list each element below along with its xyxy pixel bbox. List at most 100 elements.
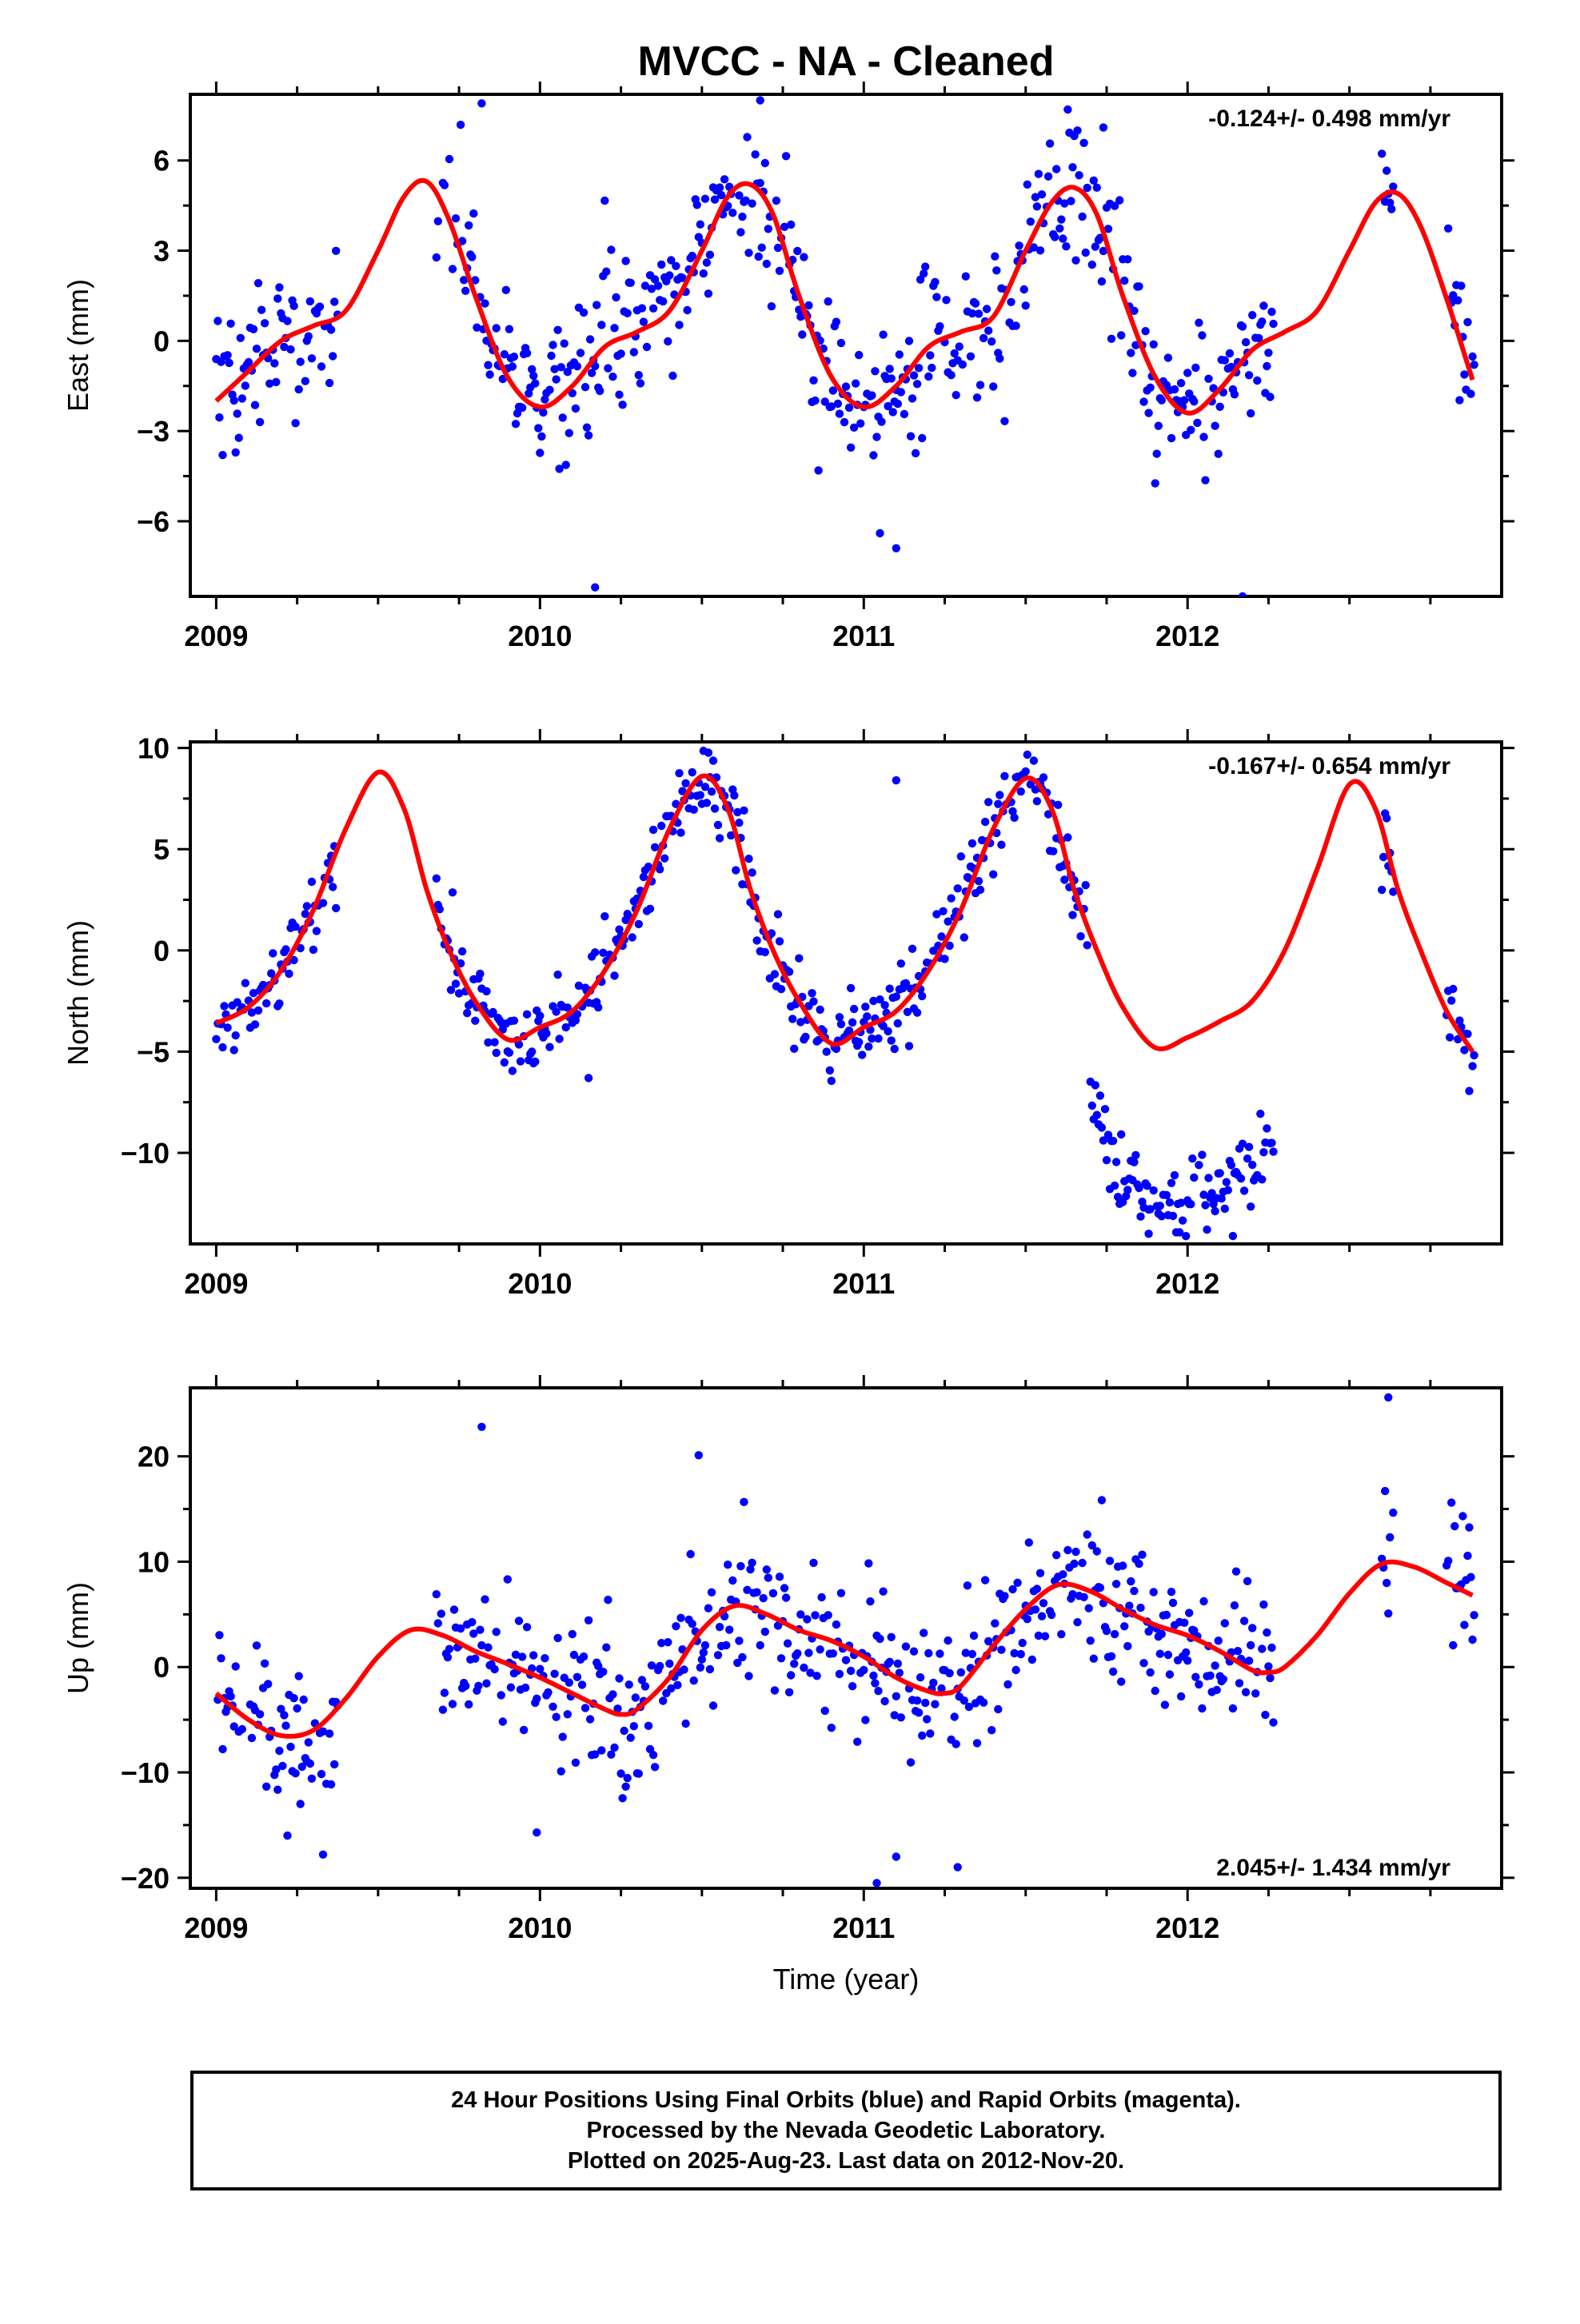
data-point — [888, 408, 897, 417]
data-point — [1470, 361, 1478, 369]
data-point — [1463, 317, 1472, 327]
data-point — [724, 1561, 732, 1569]
data-point — [599, 948, 608, 958]
data-point — [529, 1651, 538, 1660]
data-point — [516, 1057, 525, 1066]
data-point — [1008, 807, 1017, 815]
data-point — [435, 905, 444, 914]
data-point — [702, 258, 712, 267]
data-point — [879, 1022, 888, 1030]
data-point — [1382, 814, 1391, 823]
data-point — [1219, 1675, 1228, 1684]
data-point — [528, 365, 537, 374]
data-point — [683, 305, 692, 315]
data-point — [1084, 1604, 1093, 1612]
data-point — [1083, 1530, 1091, 1539]
data-point — [950, 349, 959, 358]
data-point — [1190, 397, 1199, 406]
data-point — [705, 250, 715, 259]
data-point — [275, 283, 284, 292]
data-point — [1220, 356, 1230, 365]
data-point — [1378, 149, 1386, 158]
data-point — [628, 933, 636, 942]
data-point — [1157, 1212, 1167, 1221]
data-point — [534, 424, 543, 433]
data-point — [226, 1692, 235, 1701]
velocity-rate-label: 2.045+/- 1.434 mm/yr — [1216, 1855, 1450, 1881]
data-point — [1105, 1557, 1115, 1565]
data-point — [756, 178, 764, 188]
data-point — [1267, 1643, 1276, 1652]
observation-points — [213, 1393, 1478, 1888]
data-point — [918, 433, 927, 443]
data-point — [997, 1645, 1006, 1654]
data-point — [1386, 1533, 1394, 1542]
data-point — [560, 339, 569, 348]
data-point — [880, 1001, 889, 1010]
data-point — [1117, 1130, 1126, 1139]
data-point — [1160, 1700, 1170, 1709]
data-point — [460, 276, 469, 285]
data-point — [552, 375, 561, 384]
data-point — [812, 1672, 821, 1680]
data-point — [1099, 1136, 1108, 1145]
y-tick-label: 0 — [154, 1651, 170, 1684]
data-point — [1256, 1110, 1265, 1118]
data-point — [892, 992, 901, 1001]
data-point — [1087, 1541, 1097, 1550]
data-point — [457, 237, 467, 245]
data-point — [903, 1007, 912, 1017]
data-point — [1110, 1181, 1119, 1190]
data-point — [1123, 1186, 1132, 1194]
data-point — [895, 1668, 904, 1677]
data-point — [924, 372, 933, 381]
data-point — [1251, 1689, 1260, 1698]
data-point — [325, 378, 334, 388]
data-point — [744, 1672, 753, 1680]
data-point — [1035, 246, 1045, 255]
data-point — [231, 1662, 240, 1671]
data-point — [707, 787, 716, 796]
data-point — [255, 1710, 265, 1719]
data-point — [289, 1694, 298, 1703]
data-point — [989, 382, 998, 391]
data-point — [665, 1659, 674, 1668]
data-point — [509, 353, 519, 361]
data-point — [659, 1696, 668, 1705]
data-point — [871, 367, 880, 376]
data-point — [587, 369, 596, 377]
data-point — [958, 360, 968, 369]
data-point — [642, 342, 652, 352]
outlier-point — [694, 1451, 703, 1460]
data-point — [1266, 393, 1275, 401]
data-point — [291, 419, 300, 428]
x-tick-label: 2010 — [508, 1911, 572, 1944]
data-point — [689, 1676, 698, 1685]
data-point — [1146, 1668, 1155, 1677]
data-point — [1068, 911, 1077, 919]
data-point — [956, 852, 966, 861]
outlier-point — [1144, 1230, 1153, 1238]
data-point — [1253, 376, 1262, 385]
data-point — [1000, 417, 1009, 425]
data-point — [1047, 1610, 1056, 1620]
data-point — [217, 1654, 225, 1663]
data-point — [1155, 1649, 1165, 1658]
data-point — [563, 368, 572, 377]
data-point — [650, 843, 660, 852]
data-point — [621, 1782, 630, 1791]
data-point — [1199, 1190, 1208, 1199]
data-point — [960, 933, 969, 942]
data-point — [648, 304, 658, 313]
data-point — [280, 1711, 289, 1720]
data-point — [869, 996, 878, 1006]
data-point — [936, 1649, 944, 1658]
data-point — [841, 382, 851, 391]
data-point — [1091, 1081, 1100, 1090]
data-point — [688, 251, 696, 261]
data-point — [448, 888, 457, 897]
data-point — [825, 1066, 835, 1075]
data-point — [741, 196, 750, 205]
data-point — [914, 1708, 924, 1717]
data-point — [291, 923, 300, 931]
